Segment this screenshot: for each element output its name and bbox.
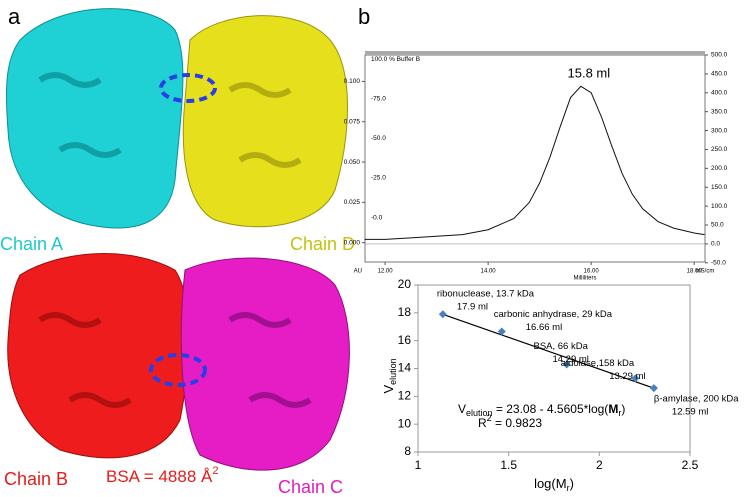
point-label: aldolase,158 kDa [561,358,635,369]
x-axis-title-part: log(M [534,476,567,491]
y2-tick-label: 450.0 [711,71,728,78]
equation-part: r [618,408,621,418]
y3-tick-label: -75.0 [371,95,386,102]
equation-part: = 23.08 - 4.5605*log( [493,402,609,416]
data-point [438,310,447,319]
helices [38,72,312,408]
point-label: ribonuclease, 13.7 kDa [437,289,535,300]
y2-tick-label: 300.0 [711,127,728,134]
chain-a [5,8,184,229]
x-tick-label: 12.00 [378,269,394,275]
chromatogram: 0.000 0.025 0.050 0.075 0.100 -50.0 0.0 50.0 100… [344,51,728,282]
point-label: carbonic anhydrase, 29 kDa [494,309,613,320]
chain-label: Chain C [278,477,343,497]
x-axis-title-part: ) [570,476,574,491]
y-tick-label: 0.100 [344,78,361,85]
y2-tick-label: 0.0 [711,241,720,248]
y2-tick-label: 150.0 [711,184,728,191]
y2-tick-label: 500.0 [711,52,728,59]
y3-tick-label: -0.0 [371,214,383,221]
y-tick-label: 14 [398,361,412,375]
interface-ellipse [149,353,207,387]
data-point [649,384,658,393]
point-label: 16.66 ml [526,322,562,333]
y2-tick-label: 250.0 [711,146,728,153]
x-tick-label: 14.00 [481,269,497,275]
equation-part: V [458,402,466,416]
y-axis-title-part: V [381,385,396,394]
equation-part: M [608,402,618,416]
x-tick-label: 1 [415,458,422,472]
y2-tick-label: 50.0 [711,222,724,229]
y3-tick-label: -25.0 [371,175,386,182]
chain-label: Chain B [4,469,68,489]
bsa-sup: 2 [212,465,218,477]
y-tick-label: 20 [398,277,412,291]
fit-line [442,313,655,389]
x-axis-title: log(Mr) [534,476,574,493]
data-point [497,327,506,336]
protein-structure [5,8,350,471]
r-squared-part: R [478,416,487,430]
point-label: 13.29 ml [609,371,645,382]
y2-tick-label: 200.0 [711,165,728,172]
y-tick-label: 18 [398,305,412,319]
chain-c [180,257,350,471]
trace [364,85,705,240]
data-point [631,374,640,383]
x-right-label: mS/cm [696,269,715,275]
point-label: 12.59 ml [672,407,708,418]
panel-label: b [358,4,370,29]
chain-b [7,253,190,459]
y-tick-label: 8 [404,444,411,458]
y2-tick-label: 350.0 [711,108,728,115]
r-squared: R2 = 0.9823 [478,413,542,430]
y-tick-label: 0.025 [344,199,361,206]
y3-tick-label: 100.0 % Buffer B [371,56,420,63]
r-squared-part: 2 [487,413,492,423]
panel-label: a [8,4,21,29]
chain-d [182,15,348,228]
plot-frame [364,54,706,263]
interface-ellipse [159,73,217,103]
peak-label: 15.8 ml [568,66,611,81]
y-tick-label: 0.050 [344,159,361,166]
y-axis-title: Velution [381,358,398,393]
point-label: 17.9 ml [457,302,488,313]
x-tick-label: 1.5 [500,458,517,472]
y3-tick-label: -50.0 [371,135,386,142]
equation: Velution = 23.08 - 4.5605*log(Mr) [458,402,625,418]
bsa-text: BSA = 4888 Å [106,467,213,486]
y-tick-label: 12 [398,389,412,403]
chain-label: Chain D [290,234,355,254]
data-point [562,360,571,369]
x-axis-title: Milliliters [574,276,597,282]
point-label: β-amylase, 200 kDa [654,394,739,405]
y-tick-label: 10 [398,416,412,430]
x-tick-label: 2 [596,458,603,472]
equation-part: ) [621,402,625,416]
top-bar [365,51,705,55]
y2-tick-label: 100.0 [711,203,728,210]
bsa-label: BSA = 4888 Å2 [106,465,218,487]
y-axis-title-part: elution [388,358,398,385]
y-tick-label: 0.000 [344,239,361,246]
r-squared-part: = 0.9823 [492,416,543,430]
y2-tick-label: -50.0 [711,260,726,267]
x-tick-label: 18.00 [687,269,703,275]
x-axis-title-part: r [567,483,570,493]
point-label: BSA, 66 kDa [533,341,588,352]
x-tick-label: 2.5 [682,458,699,472]
y-tick-label: 0.075 [344,118,361,125]
equation-part: elution [466,408,493,418]
chain-label: Chain A [0,234,63,254]
y-tick-label: 16 [398,333,412,347]
y2-tick-label: 400.0 [711,89,728,96]
point-label: 14.29 ml [552,354,588,365]
x-tick-label: 16.00 [584,269,600,275]
x-left-label: AU [354,269,362,275]
